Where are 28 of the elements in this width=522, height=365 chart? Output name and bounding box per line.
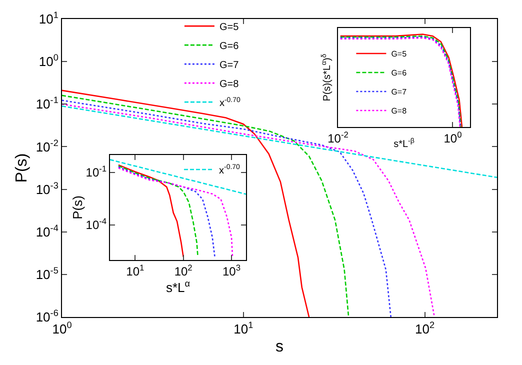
x-tick-label: 10$^{2}$ [415,320,435,337]
y-axis-title: P(s) [14,153,31,183]
x-axis-title: s [276,338,284,356]
y-tick-label: 10$^{-3}$ [36,180,58,197]
legend-label: G=7 [391,88,408,97]
x-axis-title: s*L$^{α}$ [166,278,190,295]
x-tick-label: 10$^{3}$ [222,262,241,278]
legend-label: x$^{-0.70}$ [219,96,241,109]
y-tick-label: 10$^{-4}$ [36,222,58,240]
x-axis-title: s*L$^{-β}$ [394,136,414,150]
legend-label: G=8 [219,78,240,90]
x-tick-label: 10$^{2}$ [174,262,193,278]
y-tick-label: 10$^{-5}$ [36,266,58,282]
legend-label: x$^{-0.70}$ [219,164,240,176]
legend-label: G=6 [219,40,240,52]
y-tick-label: 10$^{-4}$ [86,216,107,232]
legend-label: G=5 [391,50,408,59]
y-tick-label: 10$^{1}$ [38,10,58,27]
y-tick-label: 10$^{-1}$ [86,164,107,180]
legend-label: G=7 [219,60,240,71]
legend-label: G=5 [219,22,240,33]
legend-label: G=8 [391,106,408,116]
x-tick-label: 10$^{1}$ [234,320,254,337]
x-tick-label: 10$^{1}$ [126,262,145,278]
y-tick-label: 10$^{-1}$ [36,95,58,112]
legend-label: G=6 [391,68,408,78]
y-axis-title: P(s) [70,196,85,220]
y-tick-label: 10$^{0}$ [38,52,58,70]
